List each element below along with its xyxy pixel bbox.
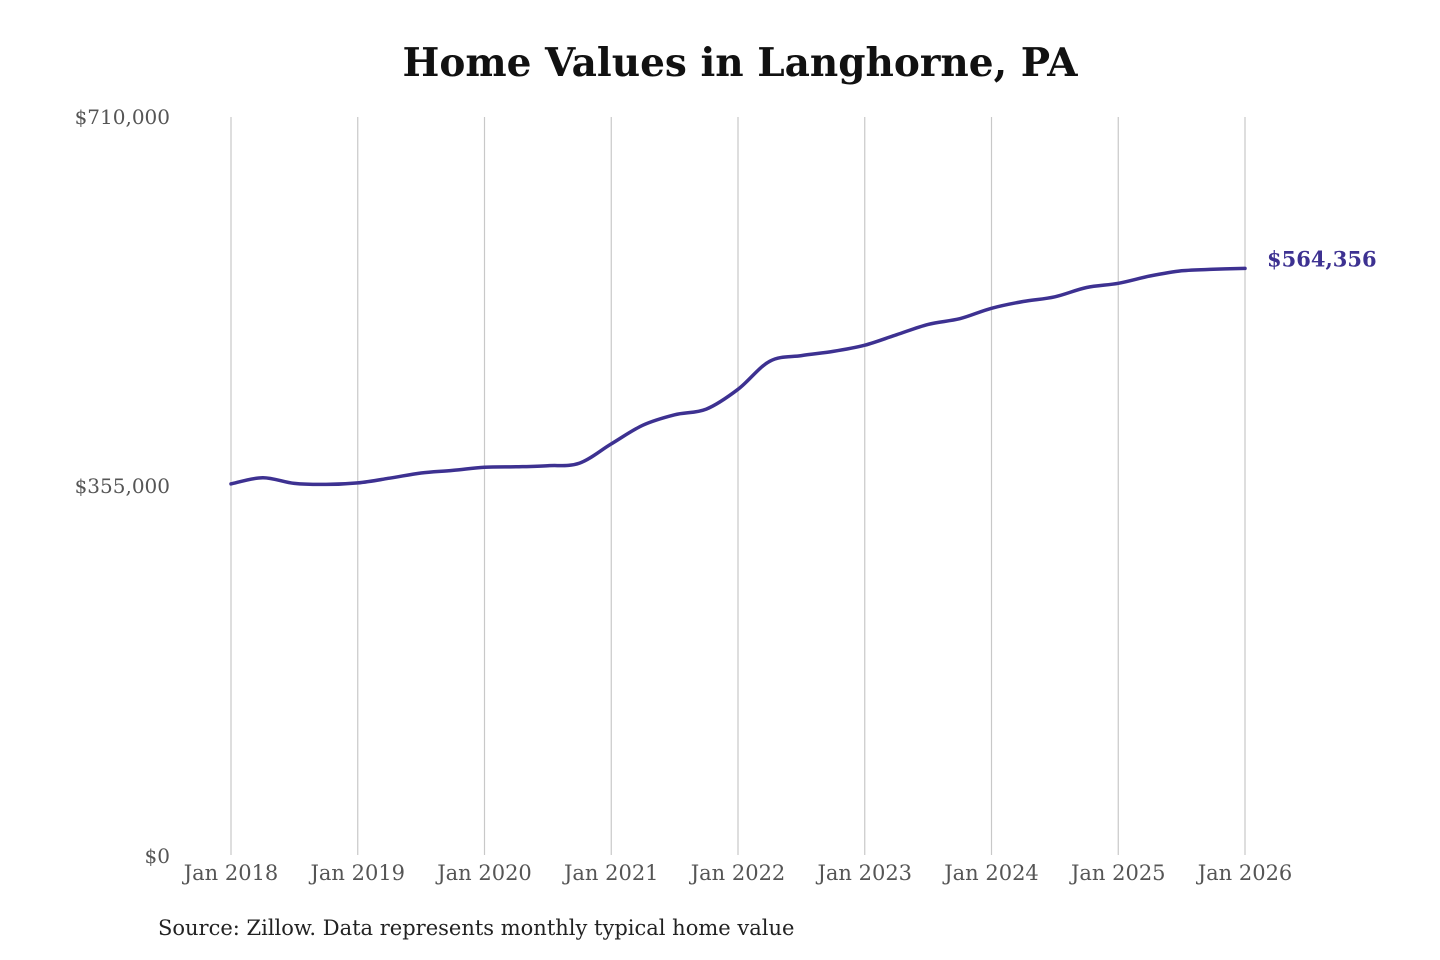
y-tick-label: $710,000 [75, 105, 170, 129]
x-tick-label: Jan 2023 [815, 861, 912, 885]
y-axis-tick-labels: $0 $355,000 $710,000 [75, 105, 170, 868]
series-layer: $564,356 [229, 246, 1377, 487]
x-tick-label: Jan 2024 [942, 861, 1039, 885]
x-tick-label: Jan 2018 [182, 861, 279, 885]
y-tick-label: $355,000 [75, 474, 170, 498]
x-axis-tick-labels: Jan 2018 Jan 2019 Jan 2020 Jan 2021 Jan 2022… [182, 861, 1293, 885]
x-tick-label: Jan 2021 [562, 861, 659, 885]
chart-title: Home Values in Langhorne, PA [402, 40, 1078, 86]
x-tick-label: Jan 2026 [1196, 861, 1293, 885]
x-tick-label: Jan 2019 [308, 861, 405, 885]
x-tick-label: Jan 2022 [689, 861, 786, 885]
x-tick-label: Jan 2025 [1069, 861, 1166, 885]
gridlines [230, 117, 1246, 855]
source-note: Source: Zillow. Data represents monthly … [158, 916, 795, 940]
y-tick-label: $0 [145, 844, 170, 868]
series-line [229, 266, 1247, 487]
end-value-label: $564,356 [1267, 246, 1377, 271]
x-tick-label: Jan 2020 [435, 861, 532, 885]
